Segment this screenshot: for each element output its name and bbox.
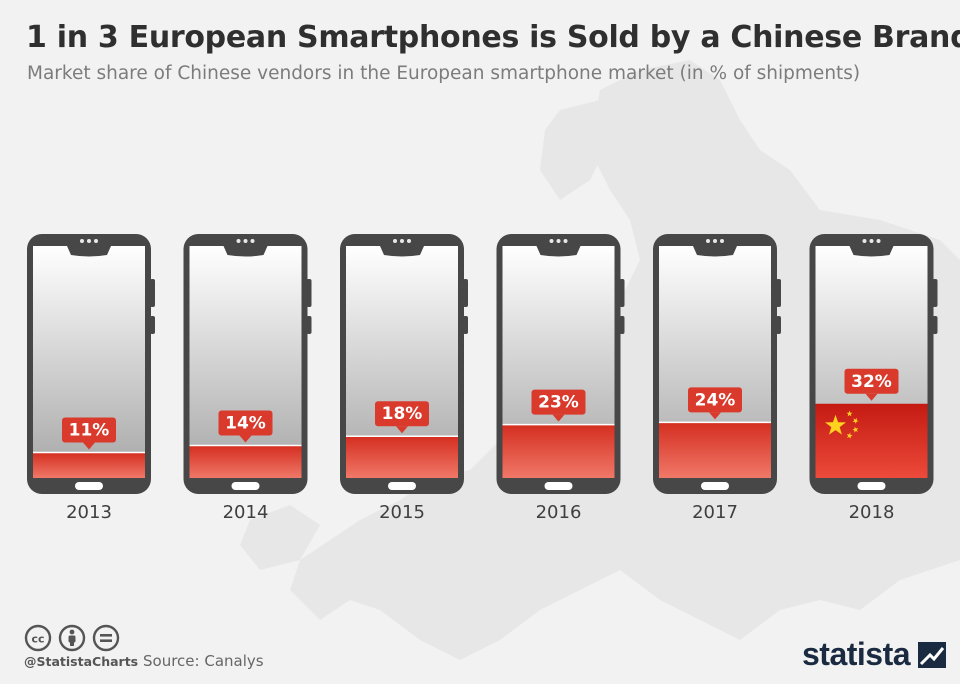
value-label-2015: 18% — [375, 401, 429, 434]
phone-2017: 24% 2017 — [653, 234, 781, 523]
attribution-icon — [58, 624, 86, 652]
phone-notch — [849, 246, 894, 257]
home-button — [857, 482, 886, 490]
china-flag-stars — [825, 410, 859, 439]
bar-2015 — [346, 436, 458, 478]
chart-subtitle: Market share of Chinese vendors in the E… — [27, 63, 861, 84]
year-label-2018: 2018 — [849, 502, 895, 523]
phone-notch — [67, 246, 111, 257]
phone-notch — [693, 246, 737, 257]
value-label-text: 18% — [382, 404, 423, 424]
value-label-text: 14% — [225, 414, 266, 434]
bar-2016 — [502, 424, 615, 478]
phone-screen — [189, 246, 302, 478]
statista-logo-icon — [918, 641, 947, 668]
value-label-text: 11% — [69, 420, 110, 440]
value-label-2014: 14% — [218, 410, 273, 443]
year-label-2014: 2014 — [223, 502, 269, 523]
chart-title: 1 in 3 European Smartphones is Sold by a… — [26, 20, 960, 55]
phone-2014: 14% 2014 — [183, 234, 312, 523]
home-button — [701, 482, 729, 490]
home-button — [388, 482, 416, 490]
value-label-2013: 11% — [62, 417, 116, 450]
source-note: Source: Canalys — [143, 652, 264, 670]
bar-2014 — [189, 445, 302, 478]
year-label-2015: 2015 — [379, 502, 425, 523]
bar-2018 — [815, 403, 928, 478]
phone-2013: 11% 2013 — [27, 234, 155, 523]
value-label-2017: 24% — [688, 387, 742, 420]
value-label-text: 32% — [851, 372, 892, 392]
value-label-text: 23% — [538, 393, 579, 413]
phone-2016: 23% 2016 — [496, 234, 625, 523]
value-label-2018: 32% — [844, 368, 899, 401]
statista-logo: statista — [802, 636, 947, 673]
phone-2018: 32% 2018 — [809, 234, 938, 523]
value-label-2016: 23% — [531, 389, 586, 422]
value-label-text: 24% — [695, 390, 736, 410]
no-derivatives-icon — [92, 624, 120, 652]
bar-2017 — [659, 422, 771, 478]
license-icons: cc — [24, 624, 120, 652]
year-label-2016: 2016 — [536, 502, 582, 523]
svg-text:cc: cc — [31, 633, 44, 646]
phone-2015: 18% 2015 — [340, 234, 468, 523]
bar-2013 — [33, 452, 145, 478]
year-label-2017: 2017 — [692, 502, 738, 523]
phone-notch — [223, 246, 268, 257]
home-button — [75, 482, 103, 490]
twitter-handle: @StatistaCharts — [24, 654, 139, 669]
home-button — [231, 482, 260, 490]
phone-notch — [536, 246, 581, 257]
home-button — [544, 482, 573, 490]
year-label-2013: 2013 — [66, 502, 112, 523]
phone-notch — [380, 246, 424, 257]
creative-commons-icon: cc — [24, 624, 52, 652]
statista-wordmark: statista — [802, 636, 911, 672]
